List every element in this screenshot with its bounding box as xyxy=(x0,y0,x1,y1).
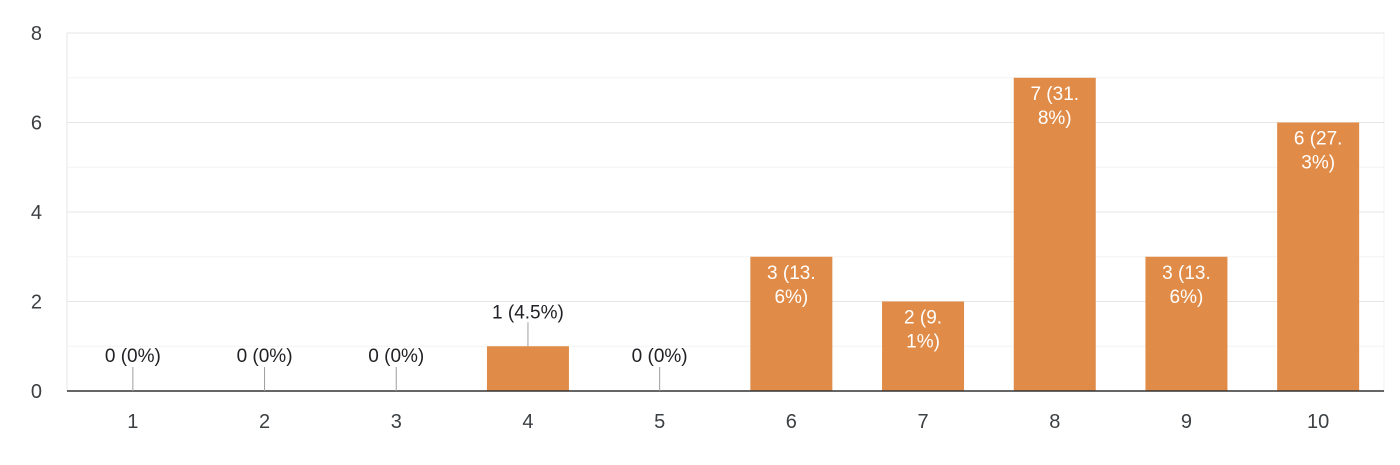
y-tick-label: 2 xyxy=(31,292,42,314)
x-tick-label: 10 xyxy=(1307,411,1329,433)
x-axis-ticks: 1 2 3 4 5 6 7 8 9 10 xyxy=(127,411,1329,433)
bar xyxy=(486,346,569,391)
x-tick-label: 4 xyxy=(522,411,533,433)
y-tick-label: 6 xyxy=(31,113,42,135)
bar-value-label: 6%) xyxy=(1170,287,1204,308)
y-tick-label: 4 xyxy=(31,202,42,224)
bar-value-label: 7 (31. xyxy=(1030,84,1079,105)
bar-value-label: 0 (0%) xyxy=(237,346,293,367)
bar-value-label: 3 (13. xyxy=(767,263,816,284)
bar xyxy=(1145,256,1228,391)
bar-value-label: 6%) xyxy=(774,287,808,308)
bar xyxy=(882,301,965,391)
bar xyxy=(750,256,833,391)
x-tick-label: 6 xyxy=(786,411,797,433)
x-tick-label: 2 xyxy=(259,411,270,433)
bar-value-label: 8%) xyxy=(1038,108,1072,129)
x-tick-label: 9 xyxy=(1181,411,1192,433)
bars xyxy=(486,77,1360,391)
bar-value-label: 3 (13. xyxy=(1162,263,1211,284)
grid-layer xyxy=(66,32,1385,391)
x-tick-label: 7 xyxy=(917,411,928,433)
x-tick-label: 1 xyxy=(127,411,138,433)
bar-value-label: 6 (27. xyxy=(1294,129,1343,150)
y-tick-label: 8 xyxy=(31,23,42,45)
bar xyxy=(1013,77,1096,391)
data-labels: 0 (0%) 0 (0%) 0 (0%) 1 (4.5%) 0 (0%) 3 (13. 6%… xyxy=(105,84,1343,391)
y-tick-label: 0 xyxy=(31,381,42,403)
x-tick-label: 3 xyxy=(391,411,402,433)
bar-value-label: 2 (9. xyxy=(904,308,942,329)
y-axis-ticks: 0 2 4 6 8 xyxy=(31,23,42,403)
bar-value-label: 1 (4.5%) xyxy=(492,302,564,323)
bar-value-label: 1%) xyxy=(906,332,940,353)
x-tick-label: 5 xyxy=(654,411,665,433)
bar xyxy=(1277,122,1360,391)
bar-value-label: 0 (0%) xyxy=(105,346,161,367)
bar-value-label: 3%) xyxy=(1301,153,1335,174)
bar-value-label: 0 (0%) xyxy=(368,346,424,367)
x-tick-label: 8 xyxy=(1049,411,1060,433)
bar-value-label: 0 (0%) xyxy=(632,346,688,367)
